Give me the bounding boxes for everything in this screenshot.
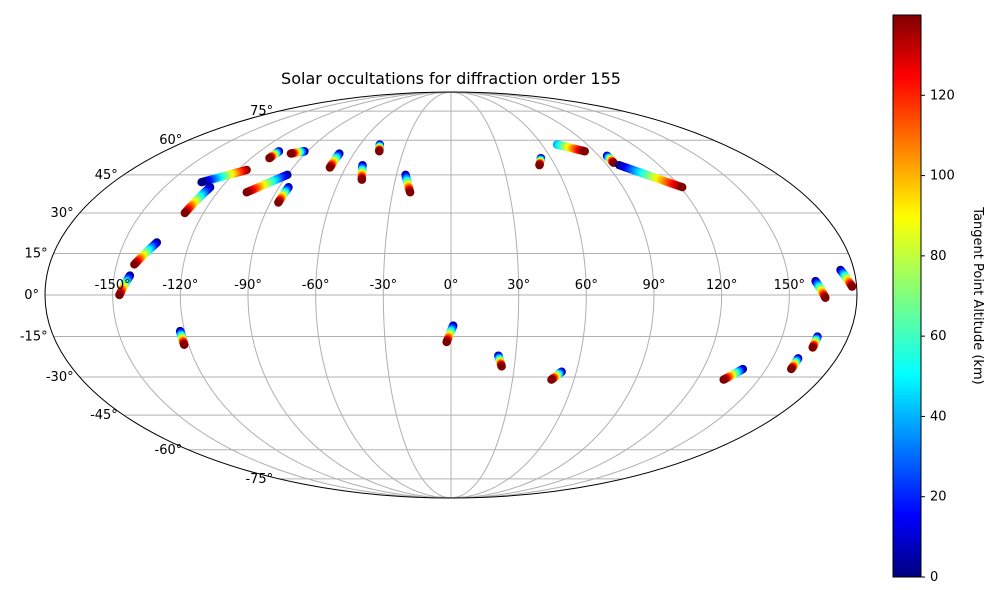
colorbar-tick-label: 80: [930, 249, 947, 264]
latitude-tick-label: 30°: [51, 206, 74, 221]
occultation-point: [821, 293, 830, 302]
longitude-tick-label: 30°: [507, 278, 530, 293]
occultation-point: [130, 260, 139, 269]
occultation-point: [265, 153, 274, 163]
longitude-tick-label: 90°: [642, 278, 665, 293]
meridian-line: [315, 92, 452, 498]
occultation-point: [847, 282, 857, 291]
map-boundary: [44, 91, 858, 499]
colorbar-tick-label: 40: [930, 409, 947, 424]
meridian-line: [450, 92, 723, 498]
latitude-tick-label: 15°: [25, 246, 48, 261]
occultation-point: [535, 160, 544, 170]
occultation-point: [405, 188, 415, 197]
occultation-point: [274, 198, 283, 207]
longitude-tick-label: -150°: [95, 278, 131, 293]
latitude-tick-label: -60°: [155, 443, 183, 458]
occultation-point: [442, 337, 451, 347]
occultation-point: [678, 183, 687, 192]
latitude-tick-label: 75°: [250, 104, 273, 119]
latitude-tick-label: -45°: [90, 408, 118, 423]
longitude-tick-label: -60°: [302, 278, 330, 293]
latitude-tick-label: -75°: [245, 472, 273, 487]
colorbar-label: Tangent Point Altitude (km): [970, 206, 985, 384]
occultation-point: [357, 175, 367, 184]
occultation-point: [808, 343, 817, 352]
colorbar-tick-label: 120: [930, 88, 955, 103]
colorbar-tick-label: 0: [930, 570, 938, 585]
latitude-tick-labels: -75° -60° -45° -30° -15° 0° 15° 30° 45° 60° 75°: [20, 104, 273, 487]
occultation-point: [180, 340, 189, 349]
longitude-tick-label: 60°: [575, 278, 598, 293]
occultation-point: [497, 362, 506, 371]
longitude-tick-label: 120°: [706, 278, 737, 293]
meridian-line: [450, 92, 655, 498]
longitude-tick-label: 0°: [444, 278, 459, 293]
meridian-line: [112, 92, 452, 498]
meridian-line: [450, 92, 790, 498]
latitude-tick-label: -30°: [46, 370, 74, 385]
colorbar-tick-label: 20: [930, 490, 947, 505]
colorbar: 0 20 40 60 80 100 120 Tangent Point Altitude (…: [892, 14, 985, 585]
graticule: [45, 92, 857, 498]
meridian-line: [179, 92, 452, 498]
occultation-point: [115, 290, 124, 300]
occultation-point: [719, 375, 728, 384]
colorbar-tick-label: 60: [930, 329, 947, 344]
chart-title: Solar occultations for diffraction order…: [281, 69, 621, 88]
meridian-line: [450, 92, 587, 498]
colorbar-ticks: 0 20 40 60 80 100 120: [921, 88, 955, 585]
longitude-tick-label: 150°: [774, 278, 805, 293]
meridian-line: [450, 92, 520, 498]
latitude-tick-label: 60°: [159, 133, 182, 148]
colorbar-tick-label: 100: [930, 169, 955, 184]
occultation-point: [787, 364, 796, 374]
longitude-tick-label: -90°: [234, 278, 262, 293]
occultation-points: [115, 140, 857, 384]
occultation-point: [325, 163, 335, 172]
colorbar-gradient: [892, 14, 922, 578]
latitude-tick-label: -15°: [20, 330, 48, 345]
occultation-point: [180, 208, 190, 218]
occultation-point: [242, 188, 251, 197]
occultation-point: [375, 147, 384, 156]
meridian-line: [247, 92, 452, 498]
latitude-tick-label: 0°: [24, 288, 39, 303]
longitude-tick-label: -120°: [162, 278, 198, 293]
longitude-tick-label: -30°: [369, 278, 397, 293]
occultation-point: [286, 149, 296, 158]
latitude-tick-label: 45°: [95, 168, 118, 183]
meridian-line: [382, 92, 452, 498]
occultation-point: [580, 147, 589, 156]
longitude-tick-labels: -150° -120° -90° -60° -30° 0° 30° 60° 90° 120° 150…: [95, 278, 805, 293]
occultation-point: [547, 375, 556, 384]
occultation-point: [197, 178, 206, 187]
